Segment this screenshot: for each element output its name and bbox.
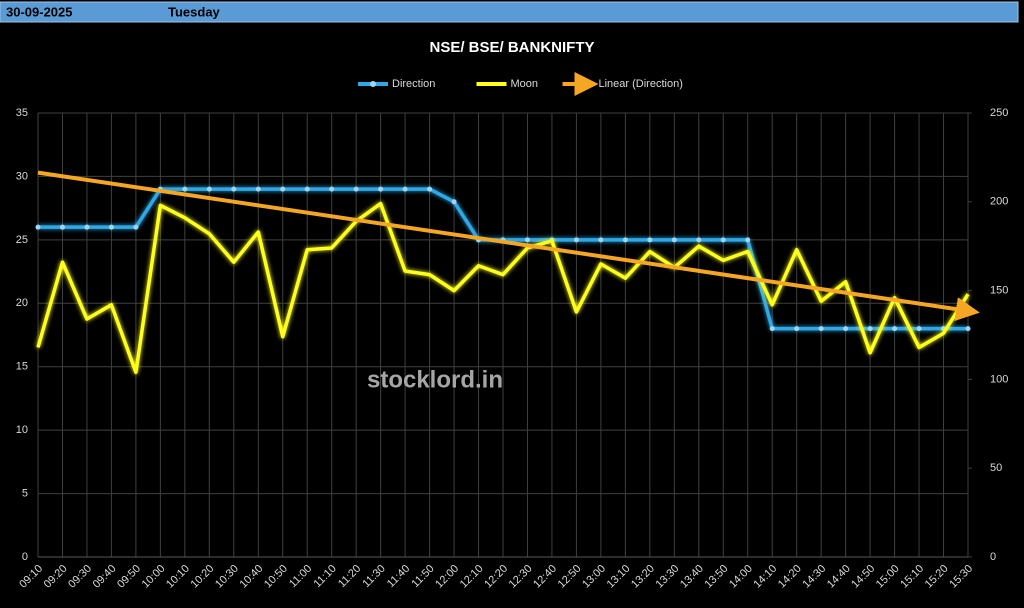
y2-tick-label: 0: [990, 551, 996, 563]
chart-title: NSE/ BSE/ BANKNIFTY: [429, 39, 594, 56]
y-tick-label: 0: [22, 551, 28, 563]
series-marker: [378, 186, 384, 192]
series-marker: [916, 326, 922, 332]
series-marker: [304, 186, 310, 192]
header-bar: [0, 1, 1019, 23]
y-tick-label: 30: [16, 170, 28, 182]
trendline: [37, 170, 980, 322]
legend-marker: [370, 81, 376, 87]
y-tick-label: 35: [16, 107, 28, 119]
series-marker: [231, 186, 237, 192]
series-marker: [206, 186, 212, 192]
y2-tick-label: 250: [990, 107, 1008, 119]
y-tick-label: 10: [16, 424, 28, 436]
header-date: 30-09-2025: [6, 4, 73, 19]
series-line: [36, 201, 970, 375]
series-marker: [329, 186, 335, 192]
series-marker: [647, 237, 653, 243]
series-marker: [843, 326, 849, 332]
legend-label: Direction: [392, 78, 435, 90]
y2-tick-label: 150: [990, 285, 1008, 297]
series-marker: [280, 186, 286, 192]
series-marker: [769, 326, 775, 332]
y-tick-label: 15: [16, 361, 28, 373]
series-marker: [255, 186, 261, 192]
legend-label: Moon: [511, 78, 539, 90]
series-marker: [35, 224, 41, 230]
series-marker: [182, 186, 188, 192]
y-tick-label: 5: [22, 487, 28, 499]
series-marker: [598, 237, 604, 243]
series-marker: [108, 224, 114, 230]
y2-tick-label: 50: [990, 462, 1002, 474]
series-marker: [353, 186, 359, 192]
series-marker: [402, 186, 408, 192]
series-marker: [84, 224, 90, 230]
series-marker: [524, 237, 530, 243]
series-marker: [573, 237, 579, 243]
series-marker: [720, 237, 726, 243]
legend-label: Linear (Direction): [599, 78, 683, 90]
series-marker: [745, 237, 751, 243]
series-marker: [133, 224, 139, 230]
series-marker: [622, 237, 628, 243]
y2-tick-label: 100: [990, 373, 1008, 385]
y-tick-label: 20: [16, 297, 28, 309]
header-day: Tuesday: [168, 4, 221, 19]
series-marker: [965, 326, 971, 332]
series-marker: [867, 326, 873, 332]
series-marker: [451, 199, 457, 205]
series-marker: [696, 237, 702, 243]
series-marker: [427, 186, 433, 192]
watermark: stocklord.in: [367, 366, 503, 393]
series-marker: [892, 326, 898, 332]
series-marker: [59, 224, 65, 230]
series-marker: [671, 237, 677, 243]
series-marker: [818, 326, 824, 332]
series-marker: [794, 326, 800, 332]
y-tick-label: 25: [16, 234, 28, 246]
y2-tick-label: 200: [990, 196, 1008, 208]
